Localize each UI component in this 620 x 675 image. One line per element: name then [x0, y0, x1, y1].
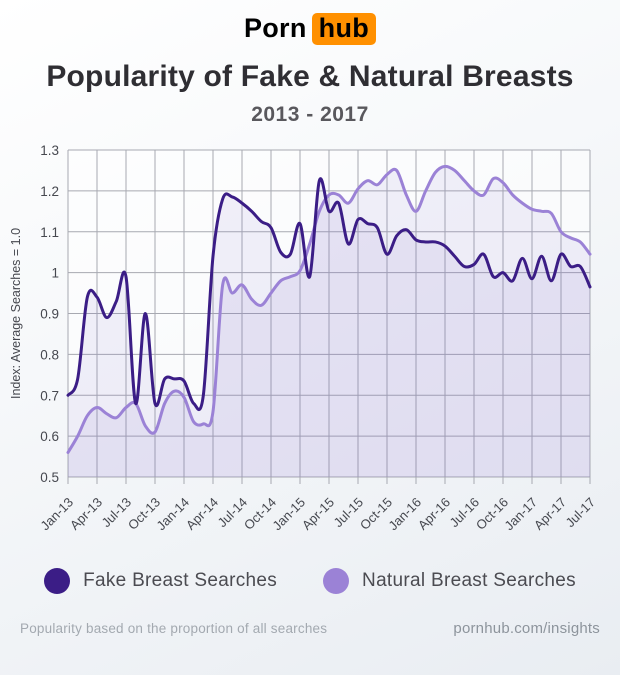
y-tick-label: 0.8	[40, 348, 59, 363]
fake-series-swatch	[44, 568, 71, 595]
x-tick-label: Apr-16	[415, 495, 453, 533]
logo-hub-badge: hub	[311, 13, 377, 46]
x-tick-label: Jan-17	[501, 495, 540, 534]
footer-site-text: pornhub.com/insights	[453, 620, 600, 638]
x-tick-label: Apr-13	[67, 495, 105, 533]
natural-series-line	[66, 165, 592, 455]
y-tick-label: 0.6	[40, 429, 59, 444]
legend-item-natural-label: Natural Breast Searches	[362, 570, 576, 592]
page-subtitle: 2013 - 2017	[251, 103, 369, 127]
footer-note: Popularity based on the proportion of al…	[20, 621, 328, 637]
x-tick-label: Apr-17	[531, 495, 569, 533]
x-tick-label: Apr-15	[299, 495, 337, 533]
x-tick-label: Jan-16	[385, 495, 424, 534]
x-tick-label: Jan-13	[37, 495, 76, 534]
x-tick-label: Jan-15	[269, 495, 308, 534]
fake-series-area	[68, 178, 590, 478]
pornhub-logo: Porn hub	[0, 0, 620, 46]
y-tick-label: 0.7	[40, 388, 59, 403]
legend-item-fake: Fake Breast Searches	[44, 568, 278, 595]
y-tick-label: 1.1	[40, 225, 59, 240]
y-tick-label: 1	[51, 266, 59, 281]
natural-series-swatch	[323, 568, 350, 595]
x-tick-label: Apr-14	[183, 495, 221, 533]
logo-porn-text: Porn	[243, 13, 307, 43]
y-tick-label: 1.2	[40, 184, 59, 199]
footer: Popularity based on the proportion of al…	[0, 620, 620, 637]
chart-legend: Fake Breast Searches Natural Breast Sear…	[0, 566, 620, 596]
legend-item-natural: Natural Breast Searches	[323, 568, 576, 595]
y-tick-label: 0.9	[40, 307, 59, 322]
x-tick-label: Jul-17	[562, 495, 598, 531]
y-tick-label: 0.5	[40, 470, 59, 485]
page-title: Popularity of Fake & Natural Breasts	[46, 60, 574, 94]
fake-series-line	[66, 177, 592, 412]
legend-item-fake-label: Fake Breast Searches	[83, 570, 278, 592]
y-tick-label: 1.3	[40, 143, 59, 158]
natural-series-area	[68, 166, 590, 478]
y-axis-title: Index: Average Searches = 1.0	[9, 228, 23, 399]
x-tick-label: Jan-14	[153, 495, 192, 534]
